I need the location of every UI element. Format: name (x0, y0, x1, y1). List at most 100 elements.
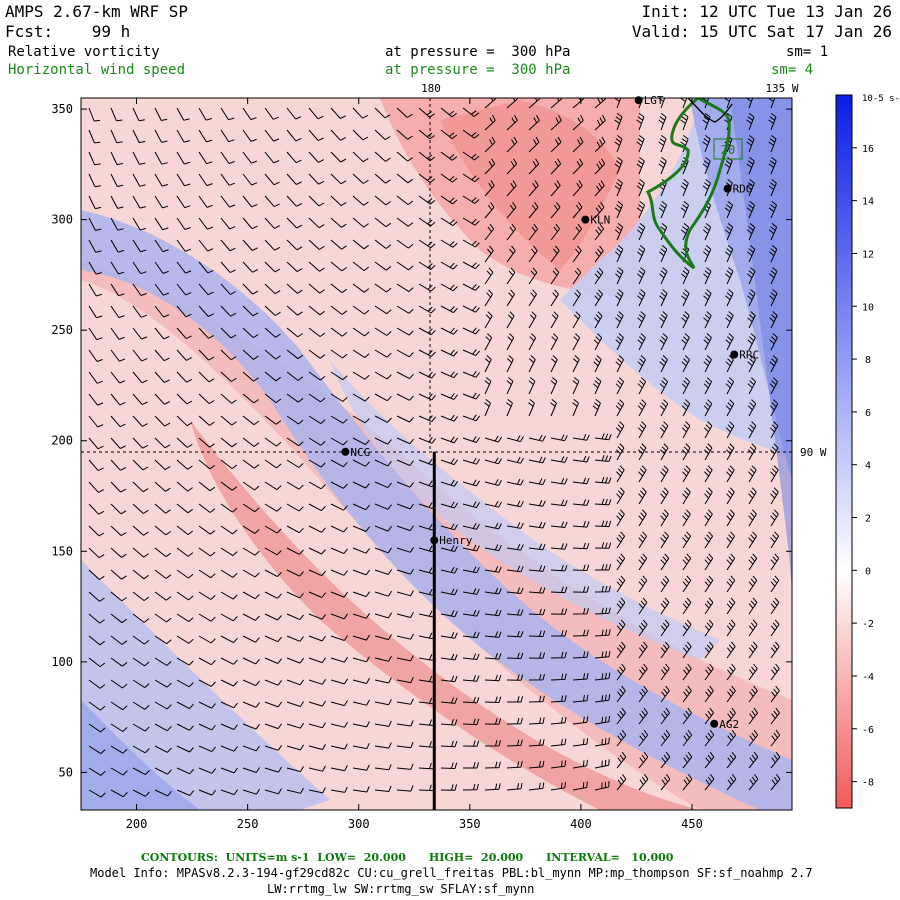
wind-barb (330, 393, 348, 402)
wind-barb (176, 393, 193, 405)
wind-barb (396, 415, 414, 423)
wind-barb (154, 393, 171, 405)
wind-barb (220, 415, 237, 426)
wind-barb (594, 607, 611, 615)
wind-barb (308, 129, 324, 142)
wind-barb (724, 223, 734, 241)
wind-barb (703, 355, 712, 373)
wind-barb (352, 656, 370, 663)
wind-barb (374, 415, 392, 423)
wind-barb (374, 481, 392, 489)
wind-barb (770, 729, 781, 747)
wind-barb (88, 393, 104, 406)
wind-barb (616, 575, 626, 593)
wind-barb (681, 399, 691, 417)
wind-barb (594, 202, 605, 219)
wind-barb (594, 311, 603, 329)
wind-barb (637, 399, 647, 417)
wind-barb (286, 239, 303, 251)
wind-barb (703, 443, 713, 461)
wind-barb (374, 217, 392, 228)
wind-barb (396, 393, 414, 401)
wind-barb (220, 657, 238, 665)
wind-barb (746, 135, 755, 153)
wind-barb (528, 223, 538, 241)
wind-barb (682, 509, 691, 527)
wind-barb (528, 456, 546, 464)
wind-barb (132, 701, 150, 710)
wind-barb (462, 283, 480, 291)
wind-barb (572, 355, 580, 373)
wind-barb (726, 685, 736, 703)
wind-barb (242, 525, 260, 534)
wind-barb (330, 481, 348, 489)
wind-barb (726, 641, 736, 659)
wind-barb (176, 239, 191, 252)
wind-barb (176, 547, 194, 557)
field1-name: Relative vorticity (8, 44, 160, 60)
wind-barb (462, 631, 480, 639)
y-tick-label: 50 (59, 765, 73, 779)
wind-barb (615, 355, 624, 373)
wind-barb (396, 568, 415, 575)
wind-barb (110, 437, 126, 449)
wind-barb (286, 217, 303, 229)
wind-barb (154, 547, 172, 558)
wind-barb (176, 613, 194, 623)
wind-barb (748, 641, 758, 659)
wind-barb (242, 261, 259, 273)
wind-barb (726, 751, 737, 769)
wind-barb (594, 245, 604, 263)
wind-barb (704, 597, 714, 615)
wind-barb (198, 437, 215, 448)
wind-barb (154, 569, 172, 579)
wind-barb (528, 267, 538, 285)
wind-barb (88, 723, 106, 733)
wind-barb (440, 195, 458, 205)
wind-barb (198, 283, 214, 296)
wind-barb (659, 421, 669, 439)
colorbar-tick-label: 0 (865, 566, 871, 577)
wind-barb (637, 421, 647, 439)
wind-barb (440, 349, 458, 357)
x-tick-label: 250 (237, 817, 259, 831)
wind-barb (506, 717, 523, 725)
wind-barb (594, 585, 611, 593)
wind-barb (659, 355, 668, 373)
wind-barb (682, 619, 692, 637)
wind-barb (352, 151, 369, 163)
wind-barb (768, 201, 778, 219)
wind-barb (308, 657, 327, 664)
wind-barb (506, 136, 518, 153)
wind-barb (681, 267, 690, 285)
wind-barb (132, 349, 148, 362)
wind-barb (374, 393, 392, 402)
wind-barb (658, 98, 666, 109)
wind-barb (616, 707, 626, 725)
wind-barb (220, 393, 237, 404)
wind-barb (462, 107, 480, 117)
wind-barb (660, 641, 670, 659)
wind-barb (308, 743, 326, 750)
wind-barb (308, 371, 326, 381)
wind-barb (637, 311, 646, 329)
wind-barb (374, 720, 392, 727)
wind-barb (242, 305, 259, 317)
wind-barb (484, 267, 494, 285)
wind-barb (463, 762, 480, 769)
wind-barb (572, 202, 583, 219)
wind-barb (462, 305, 480, 313)
wind-barb (484, 783, 501, 791)
wind-barb (550, 136, 562, 153)
vorticity-field (81, 98, 792, 810)
wind-barb (88, 437, 104, 450)
wind-barb (198, 107, 213, 121)
wind-barb (528, 355, 536, 373)
wind-barb (374, 349, 392, 358)
wind-barb (462, 173, 480, 183)
wind-barb (374, 547, 393, 554)
wind-barb (220, 723, 238, 730)
wind-barb (440, 632, 458, 639)
wind-barb (198, 415, 215, 426)
wind-barb (110, 239, 125, 253)
